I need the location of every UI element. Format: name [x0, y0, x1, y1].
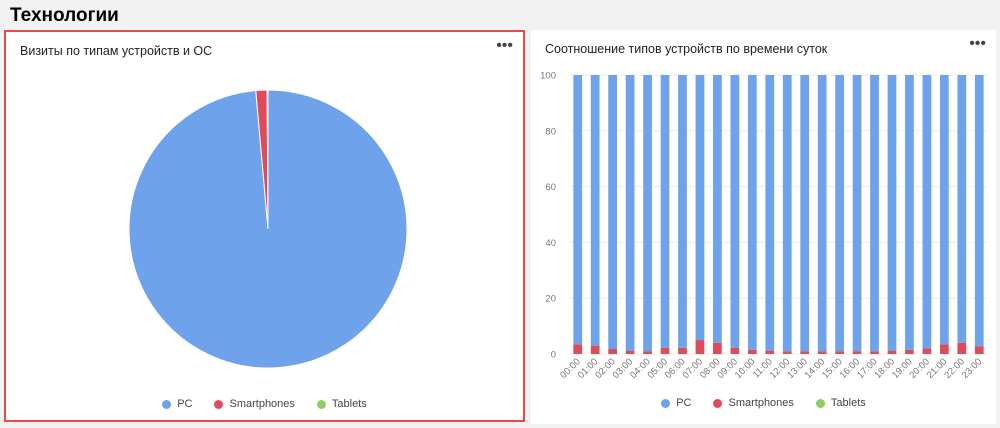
- bar-pc-0900[interactable]: [730, 75, 739, 348]
- y-tick-label: 40: [545, 238, 556, 249]
- x-tick-label: 23:00: [960, 356, 985, 381]
- bar-smartphones-1400[interactable]: [818, 351, 827, 354]
- bar-pc-2000[interactable]: [923, 75, 932, 348]
- bar-smartphones-1300[interactable]: [800, 351, 809, 354]
- bar-pc-1900[interactable]: [905, 75, 914, 350]
- bar-pc-1000[interactable]: [748, 75, 757, 350]
- bar-pc-1400[interactable]: [818, 75, 827, 351]
- pc-color-dot: [162, 400, 171, 409]
- tablets-color-dot: [816, 399, 825, 408]
- pie-legend: PC Smartphones Tablets: [6, 398, 523, 410]
- legend-label-tablets: Tablets: [831, 397, 866, 409]
- legend-item-tablets[interactable]: Tablets: [317, 398, 367, 410]
- legend-label-tablets: Tablets: [332, 398, 367, 410]
- bar-pc-1300[interactable]: [800, 75, 809, 351]
- device-by-time-card: Соотношение типов устройств по времени с…: [531, 30, 996, 424]
- tablets-color-dot: [317, 400, 326, 409]
- bar-smartphones-1200[interactable]: [783, 351, 792, 354]
- bar-pc-2100[interactable]: [940, 75, 949, 344]
- bar-smartphones-1500[interactable]: [835, 351, 844, 354]
- stacked-bar-chart: 02040608010000:0001:0002:0003:0004:0005:…: [531, 60, 996, 400]
- bar-smartphones-0000[interactable]: [573, 344, 582, 354]
- bar-pc-1600[interactable]: [853, 75, 862, 351]
- bar-smartphones-0700[interactable]: [696, 340, 705, 354]
- more-options-icon[interactable]: •••: [496, 38, 513, 54]
- device-os-visits-card: Визиты по типам устройств и ОС ••• PC Sm…: [4, 30, 525, 422]
- y-tick-label: 0: [551, 350, 556, 361]
- bar-smartphones-0400[interactable]: [643, 351, 652, 354]
- bar-legend: PC Smartphones Tablets: [531, 397, 996, 409]
- legend-item-smartphones[interactable]: Smartphones: [214, 398, 294, 410]
- bar-smartphones-2100[interactable]: [940, 344, 949, 354]
- bar-chart-title: Соотношение типов устройств по времени с…: [545, 42, 827, 56]
- bar-pc-1200[interactable]: [783, 75, 792, 351]
- bar-pc-0300[interactable]: [626, 75, 635, 351]
- bar-smartphones-1700[interactable]: [870, 351, 879, 354]
- legend-label-smartphones: Smartphones: [229, 398, 294, 410]
- pc-color-dot: [661, 399, 670, 408]
- bar-pc-0200[interactable]: [608, 75, 617, 349]
- bar-pc-2300[interactable]: [975, 75, 984, 346]
- y-tick-label: 100: [540, 71, 556, 82]
- bar-smartphones-2200[interactable]: [957, 343, 966, 354]
- bar-smartphones-0200[interactable]: [608, 349, 617, 354]
- bar-smartphones-0600[interactable]: [678, 348, 687, 354]
- y-tick-label: 20: [545, 294, 556, 305]
- smartphones-color-dot: [214, 400, 223, 409]
- bar-smartphones-0300[interactable]: [626, 351, 635, 354]
- legend-item-tablets[interactable]: Tablets: [816, 397, 866, 409]
- bar-pc-1800[interactable]: [888, 75, 897, 351]
- bar-smartphones-1800[interactable]: [888, 351, 897, 354]
- bar-smartphones-0800[interactable]: [713, 343, 722, 354]
- bar-smartphones-0900[interactable]: [730, 348, 739, 354]
- section-title: Технологии: [10, 5, 119, 27]
- bar-pc-2200[interactable]: [957, 75, 966, 343]
- bar-smartphones-0100[interactable]: [591, 346, 600, 354]
- bar-pc-0100[interactable]: [591, 75, 600, 346]
- bar-smartphones-1900[interactable]: [905, 350, 914, 354]
- smartphones-color-dot: [713, 399, 722, 408]
- y-tick-label: 60: [545, 182, 556, 193]
- bar-smartphones-2300[interactable]: [975, 346, 984, 354]
- bar-smartphones-1100[interactable]: [765, 351, 774, 354]
- legend-item-pc[interactable]: PC: [661, 397, 691, 409]
- y-tick-label: 80: [545, 126, 556, 137]
- bar-pc-0800[interactable]: [713, 75, 722, 343]
- bar-pc-1100[interactable]: [765, 75, 774, 351]
- legend-label-pc: PC: [676, 397, 691, 409]
- bar-pc-1500[interactable]: [835, 75, 844, 351]
- legend-label-pc: PC: [177, 398, 192, 410]
- legend-item-pc[interactable]: PC: [162, 398, 192, 410]
- legend-item-smartphones[interactable]: Smartphones: [713, 397, 793, 409]
- bar-smartphones-0500[interactable]: [661, 348, 670, 354]
- more-options-icon[interactable]: •••: [969, 36, 986, 52]
- bar-pc-0700[interactable]: [696, 75, 705, 340]
- bar-pc-0000[interactable]: [573, 75, 582, 344]
- bar-smartphones-2000[interactable]: [923, 348, 932, 354]
- legend-label-smartphones: Smartphones: [728, 397, 793, 409]
- pie-chart-title: Визиты по типам устройств и ОС: [20, 44, 212, 58]
- pie-chart: [6, 72, 523, 382]
- bar-smartphones-1600[interactable]: [853, 351, 862, 354]
- bar-pc-0500[interactable]: [661, 75, 670, 348]
- bar-pc-0600[interactable]: [678, 75, 687, 348]
- bar-smartphones-1000[interactable]: [748, 350, 757, 354]
- bar-pc-1700[interactable]: [870, 75, 879, 351]
- bar-pc-0400[interactable]: [643, 75, 652, 351]
